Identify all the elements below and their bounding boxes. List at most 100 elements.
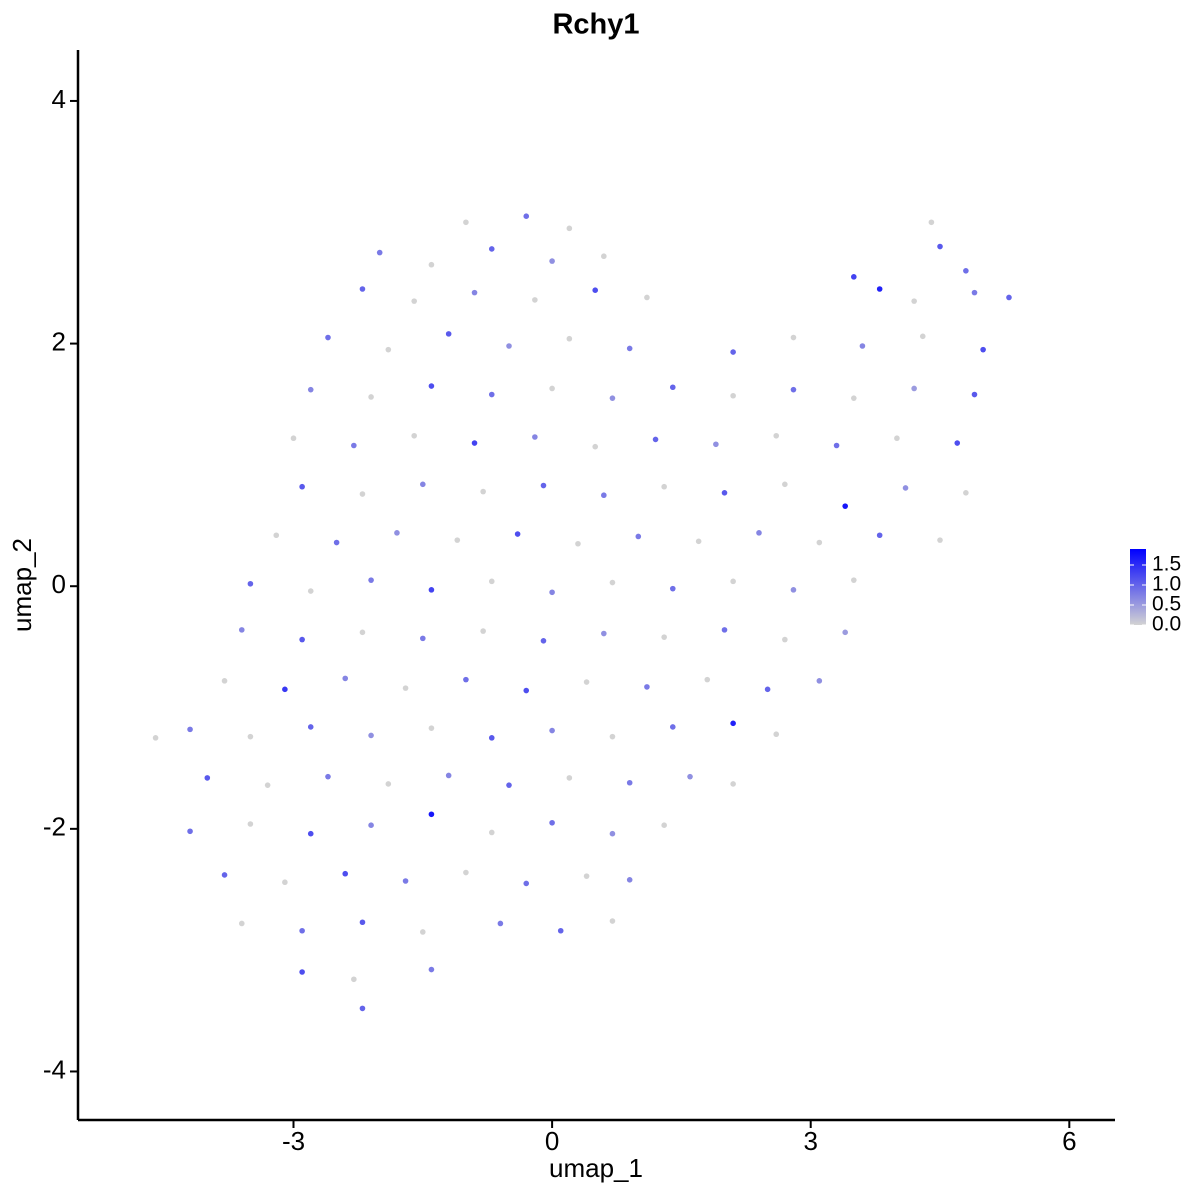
- point: [626, 876, 633, 883]
- point: [980, 346, 986, 353]
- point: [506, 782, 512, 788]
- y-tick-label: -2: [43, 812, 66, 842]
- point: [592, 443, 599, 450]
- point: [816, 678, 823, 684]
- point: [488, 246, 495, 252]
- y-tick-label: 4: [52, 84, 66, 114]
- point: [549, 385, 555, 392]
- point: [523, 687, 530, 694]
- point: [402, 685, 409, 691]
- point: [488, 735, 495, 741]
- point: [532, 434, 538, 440]
- point: [307, 724, 314, 730]
- point: [368, 577, 374, 583]
- point: [333, 539, 340, 546]
- point: [626, 345, 633, 352]
- point: [601, 492, 607, 499]
- point: [247, 733, 254, 740]
- point: [325, 334, 331, 341]
- point: [566, 775, 573, 781]
- point: [152, 735, 159, 741]
- point: [549, 727, 555, 734]
- point: [730, 392, 736, 399]
- point: [351, 976, 357, 983]
- point: [661, 483, 667, 490]
- point: [359, 629, 366, 636]
- point: [721, 627, 728, 633]
- point: [463, 869, 469, 876]
- point: [368, 732, 374, 739]
- point: [342, 870, 349, 877]
- colorbar-tick-label: 1.0: [1152, 573, 1181, 596]
- point: [514, 531, 521, 537]
- point: [851, 274, 857, 280]
- point: [420, 481, 426, 488]
- colorbar-tick-label: 1.5: [1152, 553, 1181, 576]
- chart-title: Rchy1: [552, 9, 639, 41]
- point: [428, 261, 435, 268]
- point: [428, 811, 435, 818]
- point: [876, 286, 883, 292]
- point: [971, 289, 978, 296]
- point: [842, 503, 848, 509]
- x-tick-label: 0: [545, 1126, 559, 1156]
- point: [644, 684, 650, 690]
- point: [911, 298, 917, 304]
- point: [609, 733, 616, 740]
- point: [782, 481, 788, 488]
- point: [273, 532, 280, 539]
- point: [325, 773, 331, 780]
- point: [532, 297, 538, 303]
- point: [368, 394, 374, 400]
- point: [351, 442, 357, 449]
- point: [894, 435, 900, 442]
- y-tick-label: -4: [43, 1054, 66, 1084]
- point: [549, 258, 555, 264]
- point: [687, 773, 693, 780]
- point: [644, 294, 650, 301]
- point: [307, 588, 314, 594]
- point: [592, 287, 599, 294]
- point: [540, 638, 547, 644]
- point: [583, 679, 590, 685]
- point: [669, 585, 676, 592]
- point: [290, 435, 297, 442]
- point: [730, 578, 736, 585]
- point: [428, 587, 435, 593]
- point: [359, 919, 366, 926]
- point: [609, 918, 616, 924]
- point: [282, 686, 288, 693]
- point: [523, 880, 530, 887]
- point: [764, 686, 771, 693]
- point: [566, 335, 573, 342]
- point: [385, 781, 392, 787]
- point: [420, 929, 426, 935]
- point: [851, 395, 857, 401]
- point: [583, 873, 590, 879]
- point: [661, 634, 667, 640]
- point: [919, 333, 926, 340]
- point: [601, 253, 607, 260]
- point: [411, 432, 417, 439]
- point: [730, 349, 736, 355]
- point: [247, 821, 254, 827]
- point: [816, 539, 823, 546]
- point: [549, 819, 555, 826]
- point: [376, 249, 383, 256]
- point: [833, 442, 840, 449]
- point: [609, 830, 616, 837]
- point: [652, 436, 659, 443]
- point: [790, 334, 797, 341]
- point: [549, 589, 555, 596]
- point: [713, 441, 719, 448]
- point: [445, 772, 452, 779]
- point: [575, 540, 581, 547]
- y-axis-label: umap_2: [7, 538, 37, 632]
- point: [445, 331, 452, 337]
- point: [299, 483, 305, 490]
- x-tick-label: 3: [803, 1126, 817, 1156]
- point: [557, 927, 564, 934]
- point: [428, 966, 435, 973]
